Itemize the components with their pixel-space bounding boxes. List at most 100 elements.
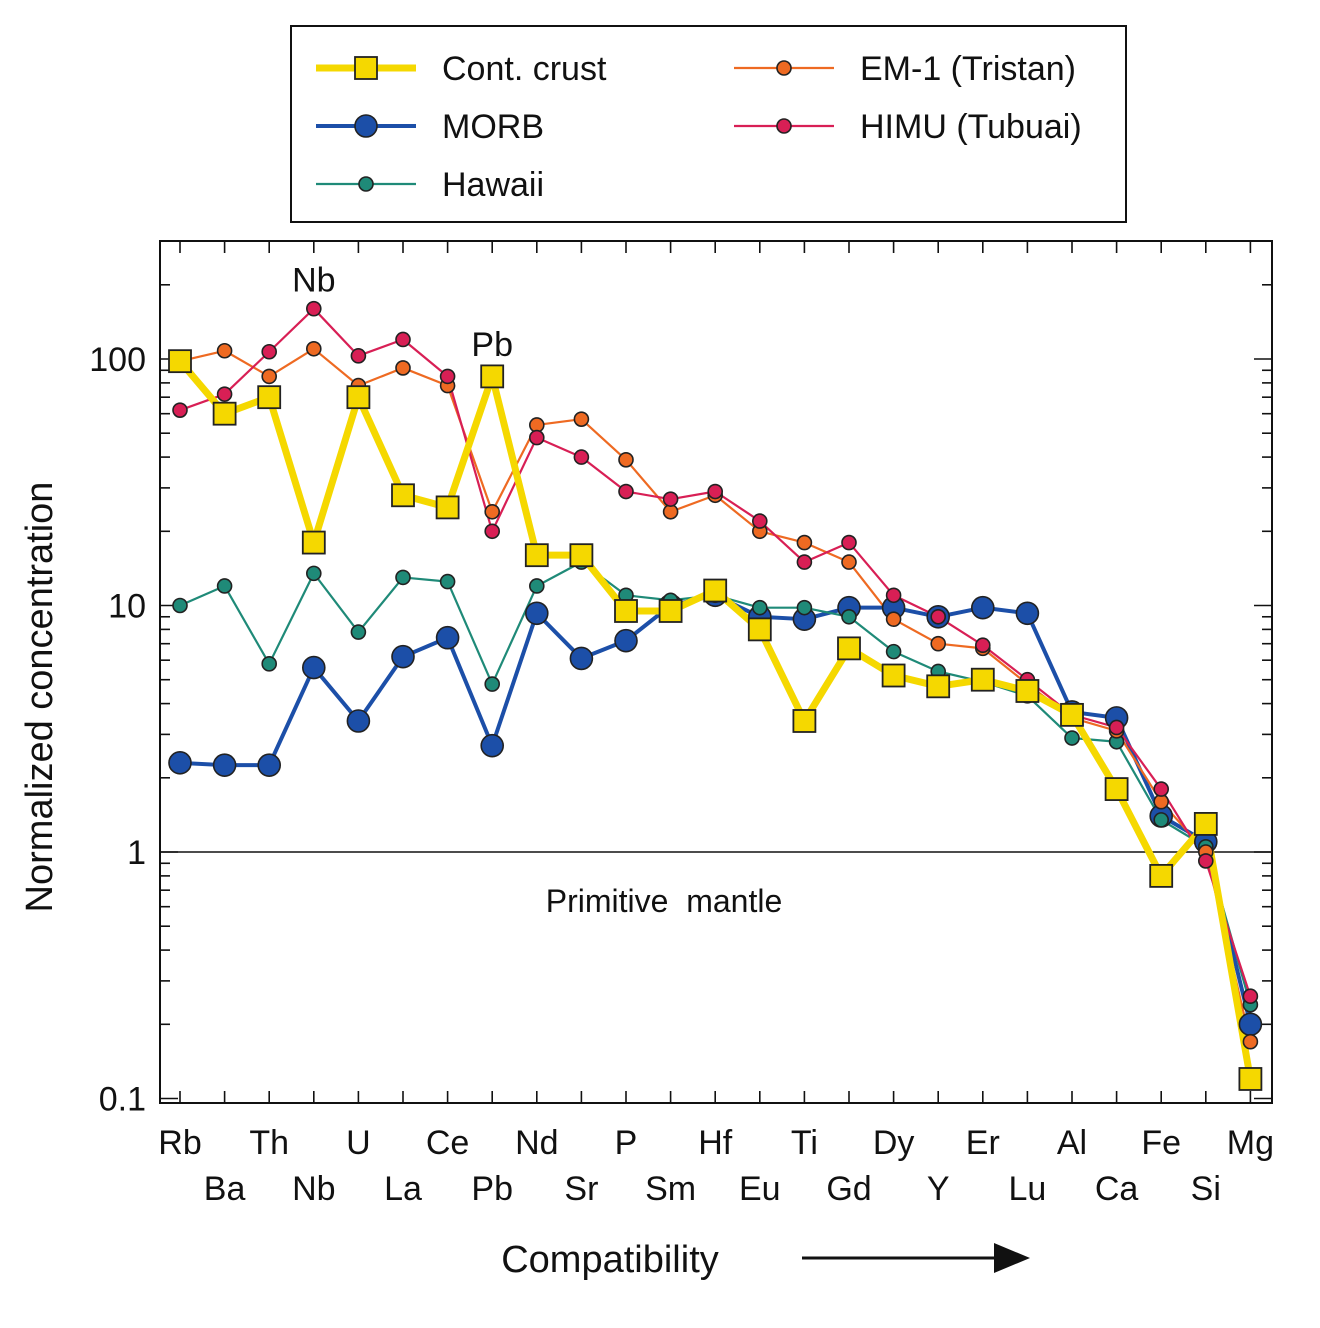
data-point <box>1153 812 1169 828</box>
data-point <box>168 751 192 775</box>
series-markers-hawaii <box>172 554 1259 1013</box>
data-point <box>172 402 188 418</box>
series-markers-morb <box>168 583 1263 1037</box>
data-point <box>707 483 724 500</box>
data-point <box>439 368 456 385</box>
y-axis: 0.1 1 10 100 <box>89 283 1272 1119</box>
data-point <box>885 611 902 627</box>
x-tick-label: Ca <box>1095 1170 1139 1208</box>
data-point <box>528 578 545 594</box>
legend-marker <box>776 60 792 76</box>
data-point <box>1149 863 1174 888</box>
data-point <box>930 608 947 625</box>
data-point <box>301 530 326 555</box>
series-line-morb <box>179 593 1253 1025</box>
data-point <box>841 554 857 570</box>
series-markers-himu-tubuai <box>172 300 1259 1005</box>
data-point <box>837 636 861 661</box>
y-tick-label: 0.1 <box>99 1081 146 1119</box>
plot-frame <box>159 240 1273 1104</box>
y-tick-label: 1 <box>127 834 146 872</box>
x-tick-label: Sr <box>564 1170 598 1208</box>
data-point <box>391 483 415 508</box>
data-point <box>439 573 456 590</box>
data-point <box>1108 719 1125 736</box>
data-point <box>930 635 947 652</box>
data-point <box>796 599 813 616</box>
x-tick-label: Lu <box>1008 1170 1046 1208</box>
data-point <box>1238 1012 1263 1037</box>
data-point <box>391 644 415 669</box>
data-point <box>569 543 594 568</box>
data-point <box>261 343 278 360</box>
data-point <box>524 543 549 568</box>
data-point <box>346 385 371 410</box>
series-line-hawaii <box>179 560 1252 1006</box>
x-tick-label: Fe <box>1141 1124 1181 1162</box>
y-axis-label: Normalized concentration <box>19 482 61 913</box>
x-axis-label: Compatibility <box>501 1239 719 1281</box>
data-point <box>792 709 817 733</box>
legend-entry-em-1-tristan: EM-1 (Tristan) <box>734 50 1076 88</box>
x-tick-label: La <box>384 1170 422 1208</box>
data-point <box>395 331 411 348</box>
legend-label: Hawaii <box>442 166 544 204</box>
data-point <box>212 401 237 426</box>
legend-entry-cont-crust: Cont. crust <box>316 50 607 88</box>
data-point <box>1193 812 1218 836</box>
data-point <box>261 368 278 385</box>
data-point <box>703 578 728 603</box>
legend-marker <box>354 114 378 138</box>
x-tick-label: Y <box>927 1170 950 1208</box>
x-tick-label: Er <box>966 1124 1000 1162</box>
x-tick-label: Nd <box>515 1124 558 1162</box>
x-tick-label: Al <box>1057 1124 1087 1162</box>
data-point <box>350 624 367 640</box>
legend-marker <box>776 118 792 134</box>
data-point <box>970 595 995 620</box>
data-point <box>172 597 188 614</box>
data-point <box>216 578 233 594</box>
legend-entry-hawaii: Hawaii <box>316 166 544 204</box>
annotation-nb: Nb <box>292 262 335 300</box>
x-tick-label: Gd <box>826 1170 871 1208</box>
x-tick-label: Ce <box>426 1124 469 1162</box>
legend-label: HIMU (Tubuai) <box>860 108 1082 146</box>
data-point <box>618 483 634 500</box>
data-point <box>480 733 505 758</box>
x-tick-label: U <box>346 1124 371 1162</box>
data-point <box>305 565 322 582</box>
data-point <box>796 534 813 551</box>
data-point <box>841 608 857 625</box>
legend-label: MORB <box>442 108 544 146</box>
data-point <box>524 601 549 626</box>
x-tick-label: Dy <box>873 1124 915 1162</box>
x-tick-label: Eu <box>739 1170 781 1208</box>
series-markers-cont-crust <box>168 349 1263 1091</box>
data-point <box>305 340 322 357</box>
x-tick-label: Sm <box>645 1170 696 1208</box>
x-tick-label: Ti <box>791 1124 818 1162</box>
data-point <box>1104 777 1129 801</box>
data-point <box>168 349 192 374</box>
data-point <box>658 599 683 623</box>
legend-entry-morb: MORB <box>316 108 544 146</box>
data-point <box>301 655 326 680</box>
x-tick-label: Pb <box>471 1170 513 1208</box>
x-tick-label: Ba <box>204 1170 246 1208</box>
data-point <box>480 364 505 389</box>
data-point <box>1238 1067 1263 1091</box>
x-tick-label: Hf <box>698 1124 733 1162</box>
y-tick-label: 10 <box>108 588 146 626</box>
legend-marker <box>354 56 378 80</box>
x-tick-label: Si <box>1191 1170 1221 1208</box>
data-point <box>346 709 371 733</box>
data-point <box>573 449 590 465</box>
data-point <box>614 628 638 653</box>
data-point <box>1153 781 1169 797</box>
legend-marker <box>358 176 374 192</box>
data-point <box>257 753 282 777</box>
data-point <box>216 386 233 402</box>
